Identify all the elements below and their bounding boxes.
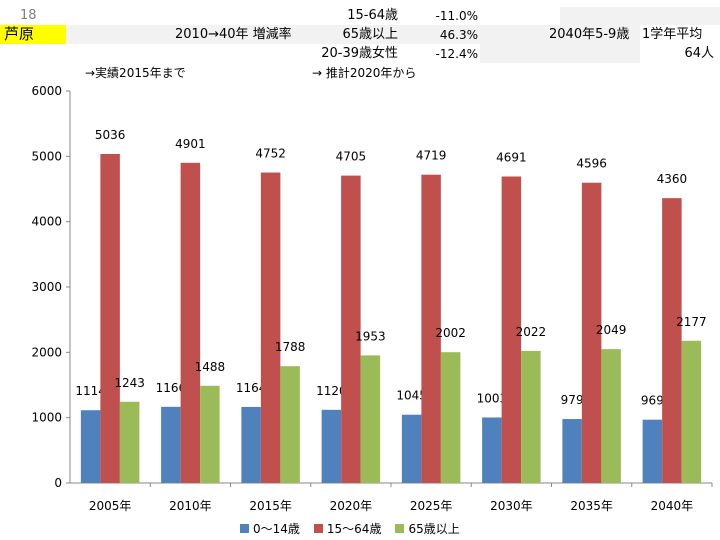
bar-0-14 [401,414,422,483]
bar-65-plus [440,352,461,483]
bar-0-14 [241,406,261,483]
bar-15-64 [501,176,522,483]
bar-15-64 [341,175,361,483]
bar-65-plus [200,385,220,483]
age-65-plus-value: 46.3% [439,28,478,42]
data-label: 1953 [355,329,386,343]
y-tick-label: 2000 [31,345,62,359]
x-tick-label: 2035年 [570,499,613,513]
data-label: 1003 [477,391,508,405]
bar-0-14 [482,417,502,483]
legend-swatch-15-64 [313,524,323,533]
x-tick-label: 2030年 [490,499,533,513]
data-label: 979 [561,393,584,407]
city-name: 芦原 [4,25,35,43]
x-tick-label: 2025年 [410,499,453,513]
legend-item-65-plus: 65歳以上 [395,520,460,537]
bar-65-plus [360,355,381,483]
avg-value: 64人 [684,46,714,61]
bar-0-14 [642,419,663,483]
data-label: 4705 [336,150,367,164]
change-rate-label: 2010→40年 増減率 [175,27,292,42]
data-label: 2049 [596,323,627,337]
data-label: 1114 [75,384,106,398]
bar-65-plus [280,366,300,483]
age-15-64-value: -11.0% [435,9,478,23]
avg-label-b: 1学年平均 [642,27,703,42]
data-label: 4691 [496,151,527,165]
y-tick-label: 4000 [31,215,62,229]
data-label: 1164 [236,381,267,395]
header-shade-right [560,7,720,25]
bar-0-14 [80,410,101,483]
legend-swatch-65-plus [395,524,405,533]
data-label: 4719 [416,149,447,163]
x-tick-label: 2040年 [651,499,694,513]
age-15-64-label: 15-64歳 [347,8,398,23]
avg-label-a: 2040年5-9歳 [549,27,630,42]
data-label: 4596 [576,157,607,171]
data-label: 1788 [275,340,306,354]
bar-65-plus [119,401,140,483]
data-label: 2177 [676,315,707,329]
chart-legend: 0～14歳 15～64歳 65歳以上 [240,520,460,537]
data-label: 1243 [114,376,145,390]
y-tick-label: 3000 [31,280,62,294]
legend-swatch-0-14 [240,524,249,533]
y-tick-label: 6000 [31,84,62,98]
bar-15-64 [662,198,682,483]
data-label: 969 [641,394,664,408]
data-label: 5036 [95,128,126,142]
data-label: 2022 [516,325,547,339]
header-shade-bottom [480,44,640,63]
y-tick-label: 1000 [31,411,62,425]
bar-15-64 [581,182,602,483]
legend-item-0-14: 0～14歳 [240,520,300,537]
bar-15-64 [180,162,201,483]
data-label: 1045 [396,389,427,403]
data-label: 4901 [175,137,206,151]
bar-15-64 [421,174,441,483]
bar-0-14 [161,406,181,483]
legend-label-0-14: 0～14歳 [253,522,300,536]
note-actual: →実績2015年まで [85,66,186,80]
women-20-39-value: -12.4% [435,47,478,61]
city-name-cell: 芦原 [0,25,66,44]
row-number: 18 [20,8,37,23]
x-tick-label: 2005年 [89,499,132,513]
legend-label-15-64: 15～64歳 [326,522,382,536]
bar-65-plus [601,349,621,483]
data-label: 1488 [195,360,226,374]
data-label: 4752 [255,147,286,161]
bar-0-14 [562,419,582,483]
x-tick-label: 2020年 [330,499,373,513]
women-20-39-label: 20-39歳女性 [321,46,398,61]
header-row-shade [0,25,640,44]
data-label: 1166 [156,381,187,395]
x-tick-label: 2015年 [249,499,292,513]
data-label: 4360 [657,172,688,186]
bar-15-64 [260,172,281,483]
age-65-plus-label: 65歳以上 [342,27,398,42]
bar-65-plus [681,340,702,483]
legend-label-65-plus: 65歳以上 [408,522,460,536]
y-tick-label: 0 [54,476,62,490]
data-label: 1120 [316,384,347,398]
data-label: 2002 [435,326,466,340]
y-tick-label: 5000 [31,149,62,163]
bar-15-64 [100,153,120,484]
x-tick-label: 2010年 [169,499,212,513]
note-forecast: → 推計2020年から [312,66,417,80]
bar-65-plus [521,350,541,483]
bar-0-14 [321,409,342,483]
legend-item-15-64: 15～64歳 [313,520,382,537]
